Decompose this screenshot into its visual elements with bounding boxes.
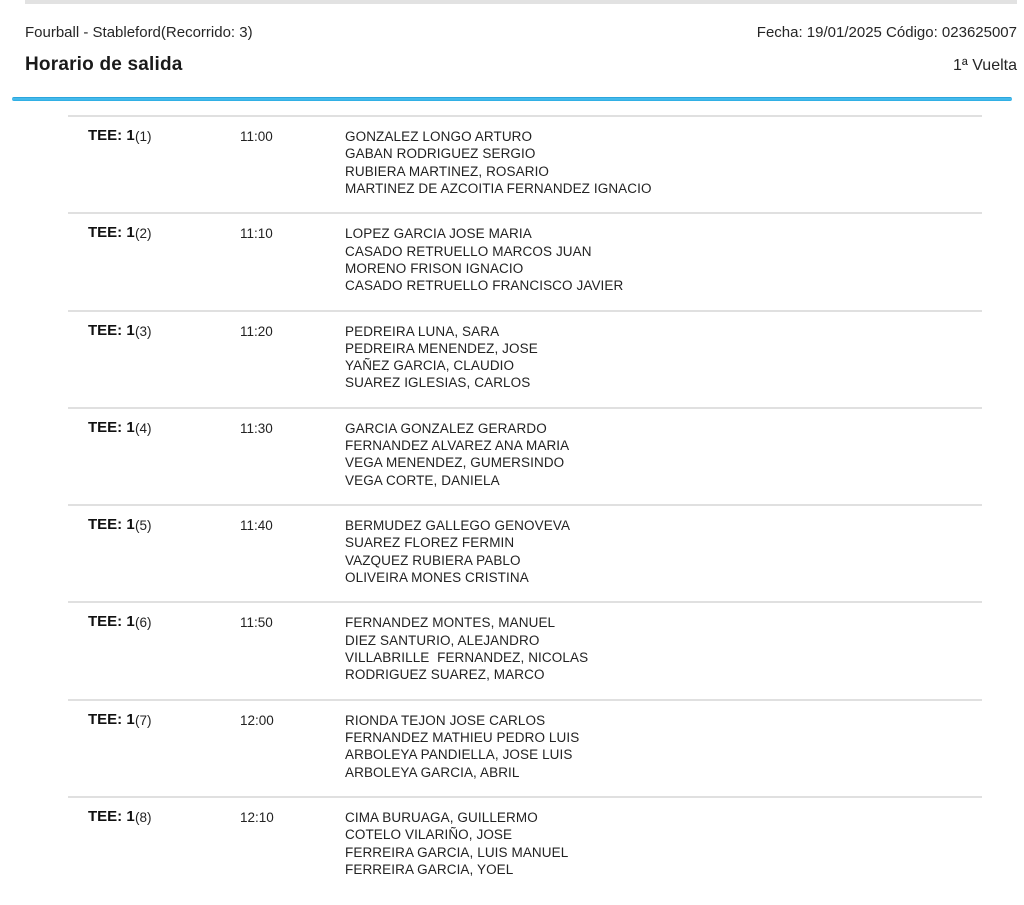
document-header: Fourball - Stableford(Recorrido: 3) Fech…: [25, 24, 1017, 76]
group-number: (5): [135, 518, 152, 534]
player-name: CASADO RETRUELLO FRANCISCO JAVIER: [345, 278, 624, 294]
round-label: 1ª Vuelta: [952, 57, 1017, 74]
player-name: VEGA CORTE, DANIELA: [345, 472, 500, 488]
player-name: DIEZ SANTURIO, ALEJANDRO: [345, 632, 540, 648]
player-name: YAÑEZ GARCIA, CLAUDIO: [345, 358, 515, 374]
player-name: COTELO VILARIÑO, JOSE: [345, 827, 513, 843]
player-name: FERREIRA GARCIA, YOEL: [345, 861, 514, 877]
tee-time: 11:40: [240, 518, 273, 534]
tee-group-row: TEE: 1 (7) 12:00 RIONDA TEJON JOSE CARLO…: [68, 698, 982, 796]
player-name: MORENO FRISON IGNACIO: [345, 260, 524, 276]
players-list: BERMUDEZ GALLEGO GENOVEVA SUAREZ FLOREZ F…: [345, 516, 982, 586]
player-name: BERMUDEZ GALLEGO GENOVEVA: [345, 518, 571, 534]
tee-label: TEE: 1: [88, 321, 135, 339]
tee-time: 12:00: [240, 712, 274, 728]
tee-group-row: TEE: 1 (5) 11:40 BERMUDEZ GALLEGO GENOVE…: [68, 504, 982, 601]
competition-name: Fourball - Stableford(Recorrido: 3): [25, 24, 253, 41]
player-name: VAZQUEZ RUBIERA PABLO: [345, 552, 521, 568]
player-name: MARTINEZ DE AZCOITIA FERNANDEZ IGNACIO: [345, 180, 652, 196]
tee-groups-table: TEE: 1 (1) 11:00 GONZALEZ LONGO ARTURO GA…: [68, 115, 982, 893]
header-line-2: Horario de salida 1ª Vuelta: [25, 54, 1017, 76]
players-list: FERNANDEZ MONTES, MANUEL DIEZ SANTURIO, A…: [345, 613, 982, 683]
tee-group-row: TEE: 1 (8) 12:10 CIMA BURUAGA, GUILLERMO…: [68, 796, 982, 893]
tee-time: 12:10: [240, 810, 274, 826]
player-name: FERNANDEZ MATHIEU PEDRO LUIS: [345, 730, 580, 746]
tee-label: TEE: 1: [88, 418, 135, 436]
player-name: VEGA MENENDEZ, GUMERSINDO: [345, 455, 565, 471]
player-name: FERREIRA GARCIA, LUIS MANUEL: [345, 844, 569, 860]
group-number: (6): [135, 615, 152, 631]
group-number: (1): [135, 129, 152, 144]
group-number: (2): [135, 226, 152, 242]
player-name: CIMA BURUAGA, GUILLERMO: [345, 810, 538, 826]
player-name: FERNANDEZ ALVAREZ ANA MARIA: [345, 438, 570, 454]
player-name: LOPEZ GARCIA JOSE MARIA: [345, 226, 532, 242]
players-list: GONZALEZ LONGO ARTURO GABAN RODRIGUEZ SER…: [345, 127, 982, 197]
players-list: GARCIA GONZALEZ GERARDO FERNANDEZ ALVAREZ…: [345, 419, 982, 489]
tee-label: TEE: 1: [88, 127, 135, 144]
player-name: RODRIGUEZ SUAREZ, MARCO: [345, 667, 545, 683]
player-name: SUAREZ IGLESIAS, CARLOS: [345, 375, 531, 391]
tee-group-row: TEE: 1 (1) 11:00 GONZALEZ LONGO ARTURO GA…: [68, 115, 982, 212]
page-title: Horario de salida: [25, 54, 183, 75]
player-name: GARCIA GONZALEZ GERARDO: [345, 420, 547, 436]
date-and-code: Fecha: 19/01/2025 Código: 023625007: [756, 24, 1017, 41]
tee-time: 11:10: [240, 226, 273, 242]
player-name: PEDREIRA MENENDEZ, JOSE: [345, 340, 538, 356]
players-list: CIMA BURUAGA, GUILLERMO COTELO VILARIÑO, …: [345, 808, 982, 878]
players-list: RIONDA TEJON JOSE CARLOS FERNANDEZ MATHIE…: [345, 711, 982, 781]
tee-group-row: TEE: 1 (6) 11:50 FERNANDEZ MONTES, MANUE…: [68, 601, 982, 698]
tee-label: TEE: 1: [88, 613, 135, 631]
tee-label: TEE: 1: [88, 516, 135, 534]
group-number: (3): [135, 323, 152, 339]
header-divider-rule: [12, 97, 1012, 101]
page-top-border: [25, 0, 1017, 4]
player-name: VILLABRILLE FERNANDEZ, NICOLAS: [345, 650, 589, 666]
player-name: CASADO RETRUELLO MARCOS JUAN: [345, 243, 592, 259]
tee-label: TEE: 1: [88, 224, 135, 242]
player-name: GONZALEZ LONGO ARTURO: [345, 129, 533, 144]
group-number: (8): [135, 810, 152, 826]
player-name: SUAREZ FLOREZ FERMIN: [345, 535, 515, 551]
tee-time: 11:30: [240, 420, 273, 436]
tee-group-row: TEE: 1 (4) 11:30 GARCIA GONZALEZ GERARDO…: [68, 406, 982, 504]
tee-time: 11:50: [240, 615, 273, 631]
tee-time: 11:00: [240, 129, 273, 144]
player-name: OLIVEIRA MONES CRISTINA: [345, 570, 529, 586]
player-name: ARBOLEYA GARCIA, ABRIL: [345, 764, 520, 780]
header-line-1: Fourball - Stableford(Recorrido: 3) Fech…: [25, 24, 1017, 41]
player-name: ARBOLEYA PANDIELLA, JOSE LUIS: [345, 747, 573, 763]
player-name: FERNANDEZ MONTES, MANUEL: [345, 615, 556, 631]
group-number: (7): [135, 712, 152, 728]
player-name: GABAN RODRIGUEZ SERGIO: [345, 146, 536, 162]
tee-label: TEE: 1: [88, 808, 135, 826]
tee-label: TEE: 1: [88, 710, 135, 728]
group-number: (4): [135, 420, 152, 436]
players-list: LOPEZ GARCIA JOSE MARIA CASADO RETRUELLO …: [345, 224, 982, 294]
tee-time: 11:20: [240, 323, 273, 339]
player-name: PEDREIRA LUNA, SARA: [345, 323, 500, 339]
players-list: PEDREIRA LUNA, SARA PEDREIRA MENENDEZ, JO…: [345, 322, 982, 392]
player-name: RUBIERA MARTINEZ, ROSARIO: [345, 163, 550, 179]
tee-group-row: TEE: 1 (2) 11:10 LOPEZ GARCIA JOSE MARIA…: [68, 212, 982, 309]
player-name: RIONDA TEJON JOSE CARLOS: [345, 712, 546, 728]
tee-group-row: TEE: 1 (3) 11:20 PEDREIRA LUNA, SARA PEDR…: [68, 309, 982, 407]
